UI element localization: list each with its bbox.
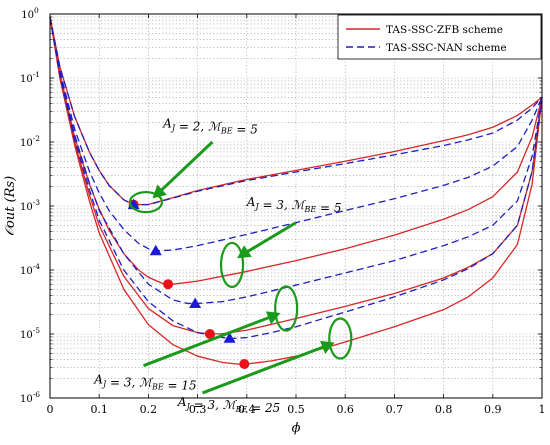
series-line-7 [49, 16, 543, 340]
x-tick-label: 0.4 [238, 403, 256, 416]
series-line-2 [49, 16, 543, 285]
axis-ticks: 0 0.1 0.2 0.3 0.4 0.5 0.6 0.7 0.8 0.9 1 10-6 10-5 10-… [20, 6, 546, 416]
series-line-5 [49, 16, 543, 305]
y-tick-label: 10-4 [20, 262, 40, 277]
x-axis-label: ϕ [292, 421, 301, 436]
y-tick-label: 100 [21, 6, 39, 21]
annotation-arrow-shaft-1 [242, 221, 297, 256]
annotations: AJ = 2, ℳBE = 5 AJ = 3, ℳBE = 5 AJ = 3, ℳB… [93, 116, 353, 415]
legend-label-1: TAS-SSC-NAN scheme [386, 42, 507, 54]
x-tick-label: 0.9 [484, 403, 502, 416]
annotation-label-0: AJ = 2, ℳBE = 5 [162, 116, 258, 136]
optimal-point-circle-4 [204, 329, 215, 339]
y-tick-label: 10-3 [20, 198, 40, 213]
y-tick-label: 10-1 [20, 70, 40, 85]
x-tick-label: 1 [539, 403, 546, 416]
annotation-arrow-shaft-2 [142, 314, 274, 368]
annotation-arrowhead-1 [237, 245, 252, 259]
optimal-point-circle-2 [163, 279, 174, 290]
annotation-arrow-shaft-3 [201, 344, 328, 395]
x-tick-label: 0 [47, 403, 54, 416]
x-tick-label: 0.8 [435, 403, 453, 416]
series-line-1 [49, 16, 543, 206]
annotation-ellipse-1 [219, 241, 245, 289]
annotation-label-1: AJ = 3, ℳBE = 5 [246, 195, 342, 215]
x-tick-label: 0.1 [90, 403, 108, 416]
annotation-arrow-shaft-0 [157, 140, 214, 195]
y-tick-label: 10-6 [20, 390, 40, 405]
annotation-arrowhead-3 [319, 340, 335, 354]
y-axis-label: 𝒪out (Rs) [3, 176, 18, 236]
x-tick-label: 0.5 [287, 403, 305, 416]
annotation-ellipse-3 [328, 317, 353, 360]
annotation-label-3: AJ = 3, ℳBE = 25 [177, 395, 280, 415]
annotation-ellipse-2 [274, 285, 299, 332]
legend-label-0: TAS-SSC-ZFB scheme [386, 24, 503, 36]
annotation-arrowhead-0 [152, 184, 167, 199]
optimal-point-triangle-5 [189, 297, 202, 308]
optimal-point-triangle-7 [223, 332, 236, 343]
annotation-ellipse-0 [128, 191, 164, 214]
x-tick-label: 0.3 [189, 403, 207, 416]
x-tick-label: 0.6 [336, 403, 354, 416]
annotation-arrowhead-2 [265, 311, 281, 325]
optimal-point-circle-6 [239, 358, 250, 369]
annotation-label-2: AJ = 3, ℳBE = 15 [93, 372, 196, 392]
x-tick-label: 0.2 [140, 403, 158, 416]
legend: TAS-SSC-ZFB scheme TAS-SSC-NAN scheme [337, 14, 542, 60]
optimal-point-markers [127, 198, 250, 369]
legend-box [337, 14, 542, 60]
y-tick-label: 10-5 [20, 326, 40, 341]
series-line-3 [49, 16, 543, 252]
x-tick-label: 0.7 [386, 403, 404, 416]
y-tick-label: 10-2 [20, 134, 40, 149]
optimal-point-triangle-3 [149, 244, 162, 256]
